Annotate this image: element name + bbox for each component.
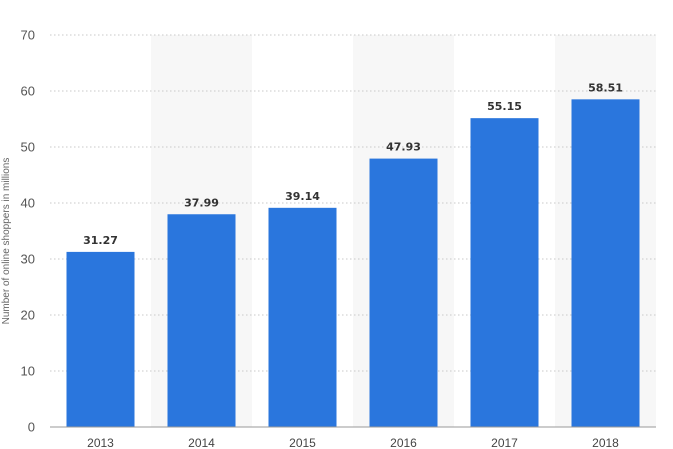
y-tick-label: 20: [21, 308, 35, 323]
y-tick-label: 40: [21, 196, 35, 211]
data-label: 47.93: [386, 141, 421, 154]
data-label: 37.99: [184, 196, 219, 209]
y-tick-label: 70: [21, 28, 35, 43]
bar: [369, 158, 438, 428]
y-axis-ticks: 0 10 20 30 40 50 60 70: [21, 28, 35, 435]
y-axis-label: Number of online shoppers in millions: [1, 158, 12, 325]
y-tick-label: 50: [21, 140, 35, 155]
bar: [268, 207, 337, 427]
data-label: 31.27: [83, 234, 118, 247]
x-tick-label: 2018: [592, 436, 619, 449]
x-axis-ticks: 2013 2014 2015 2016 2017 2018: [87, 436, 619, 449]
y-tick-label: 60: [21, 84, 35, 99]
x-tick-label: 2016: [390, 436, 417, 449]
data-label: 39.14: [285, 190, 320, 203]
x-tick-label: 2013: [87, 436, 114, 449]
x-tick-label: 2014: [188, 436, 215, 449]
data-labels: 31.27 37.99 39.14 47.93 55.15 58.51: [83, 81, 623, 247]
gridlines: [50, 34, 656, 372]
y-tick-label: 10: [21, 364, 35, 379]
y-tick-label: 0: [28, 420, 35, 435]
bar: [167, 214, 236, 427]
x-tick-label: 2017: [491, 436, 518, 449]
bars: [66, 99, 640, 428]
y-tick-label: 30: [21, 252, 35, 267]
bar: [66, 251, 135, 427]
data-label: 58.51: [588, 81, 623, 94]
bar: [571, 99, 640, 428]
bar: [470, 118, 539, 427]
x-tick-label: 2015: [289, 436, 316, 449]
data-label: 55.15: [487, 100, 522, 113]
